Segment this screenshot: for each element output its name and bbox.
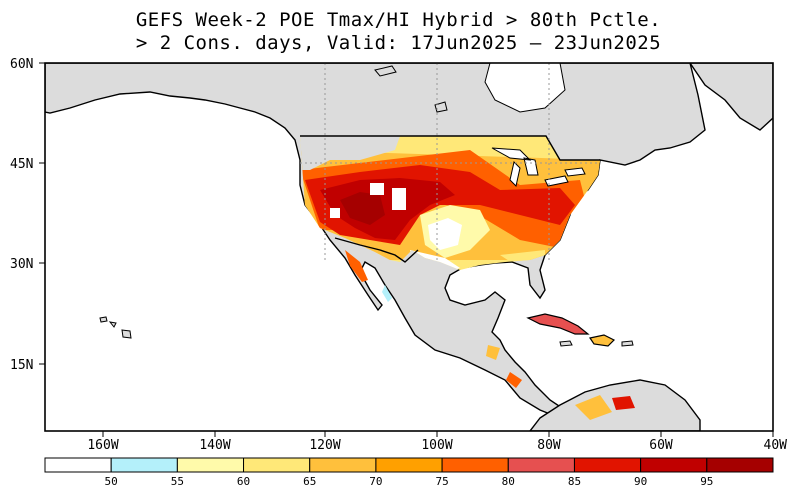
puerto-rico-island (621, 340, 634, 347)
lon-label-100w: 100W (421, 438, 452, 453)
us-canada-border (300, 135, 600, 161)
colorbar-swatch (243, 457, 311, 473)
map-title-line-1: GEFS Week-2 POE Tmax/HI Hybrid > 80th Pc… (135, 9, 662, 31)
colorbar-swatch (706, 457, 774, 473)
jamaica-island (559, 340, 573, 347)
lon-label-160w: 160W (87, 438, 118, 453)
lon-label-140w: 140W (199, 438, 230, 453)
map-title-line-2: > 2 Cons. days, Valid: 17Jun2025 – 23Jun… (135, 32, 662, 54)
colorbar: 50 55 60 65 70 75 80 85 90 95 (44, 457, 774, 488)
hispaniola-island (589, 334, 616, 347)
colorbar-label: 90 (634, 475, 647, 488)
lon-label-120w: 120W (309, 438, 340, 453)
colorbar-swatch (441, 457, 509, 473)
colorbar-label: 70 (369, 475, 382, 488)
map-gridlines (300, 63, 600, 263)
colorbar-swatch (507, 457, 575, 473)
great-lakes (491, 147, 586, 187)
lon-label-40w: 40W (764, 438, 788, 453)
colorbar-swatch (375, 457, 443, 473)
colorbar-swatch (640, 457, 708, 473)
colorbar-swatch (44, 457, 112, 473)
us-mexico-border (334, 237, 419, 263)
lon-label-60w: 60W (649, 438, 673, 453)
colorbar-label: 85 (568, 475, 581, 488)
colorbar-swatch (176, 457, 245, 473)
map-body (45, 63, 773, 431)
hudson-bay (484, 63, 566, 113)
colorbar-label: 60 (237, 475, 250, 488)
lat-label-30n: 30N (10, 257, 33, 272)
colorbar-label: 65 (303, 475, 316, 488)
colorbar-swatch (309, 457, 377, 473)
axis-ticks (39, 62, 774, 437)
colorbar-swatch (110, 457, 178, 473)
hawaii-islands (99, 316, 132, 339)
colorbar-label: 95 (700, 475, 713, 488)
colorbar-label: 50 (105, 475, 118, 488)
colorbar-label: 55 (171, 475, 184, 488)
colorbar-label: 75 (435, 475, 448, 488)
lat-label-15n: 15N (10, 358, 33, 373)
colorbar-swatch (573, 457, 642, 473)
heat-probability-field (300, 136, 600, 270)
cuba-island (526, 313, 590, 335)
lon-label-80w: 80W (537, 438, 561, 453)
map-frame (44, 62, 774, 432)
colorbar-label: 80 (502, 475, 515, 488)
lat-label-60n: 60N (10, 57, 33, 72)
greenland-landmass (689, 63, 773, 131)
lat-label-45n: 45N (10, 157, 33, 172)
